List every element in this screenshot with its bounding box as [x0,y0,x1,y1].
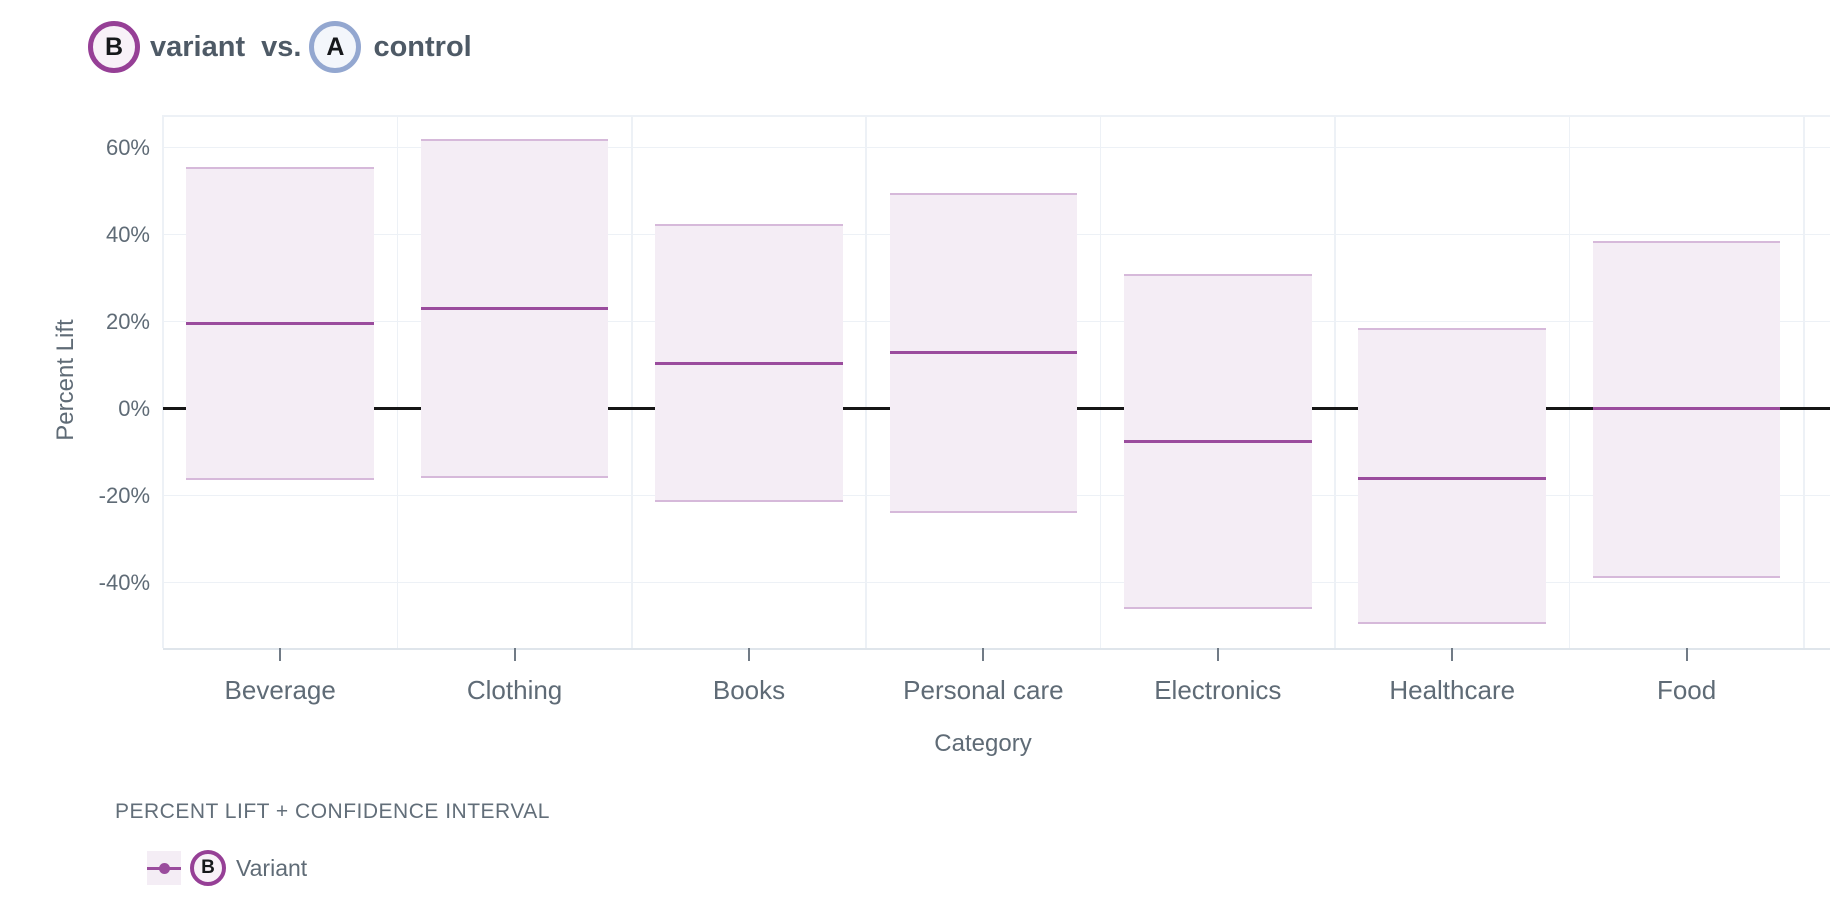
ci-bar-food[interactable] [1592,115,1781,648]
legend-title: PERCENT LIFT + CONFIDENCE INTERVAL [115,800,550,823]
variant-label: variant [150,30,246,63]
ci-bar-beverage[interactable] [186,115,374,648]
y-tick-label: 60% [105,134,150,160]
ci-bar-electronics[interactable] [1124,115,1312,648]
ci-bar-books[interactable] [655,115,843,648]
lift-value-line [420,307,609,311]
variant-b-badge-icon: B [190,850,226,886]
y-gridline [163,581,1830,584]
control-a-badge-icon: A [309,21,362,73]
x-tick-mark [1216,648,1219,661]
confidence-interval-band [1358,328,1546,625]
lift-value-line [186,322,374,326]
lift-value-line [1358,476,1546,480]
x-gridline [1099,115,1102,648]
x-gridline [1334,115,1336,648]
x-gridline [1568,115,1571,648]
legend-item-variant[interactable]: B Variant [147,848,307,888]
x-gridline [396,115,399,648]
y-gridline [163,146,1830,149]
lift-value-line [1124,439,1312,443]
x-tick-mark [513,648,516,661]
x-category-label: Personal care [903,675,1064,705]
plot-area [162,115,1830,648]
ci-bar-personal-care[interactable] [889,115,1078,648]
x-tick-mark [982,648,985,661]
control-label: control [373,30,472,63]
lift-value-line [1592,407,1781,411]
ci-bar-clothing[interactable] [420,115,609,648]
vs-label: vs. [261,30,302,63]
x-axis-title: Category [934,730,1032,757]
variant-b-badge-icon: B [88,21,140,73]
lift-dot-icon [158,862,170,874]
y-tick-label: -20% [98,482,150,508]
x-gridline [162,115,164,648]
lift-value-line [889,350,1078,354]
x-category-label: Food [1656,675,1717,705]
x-axis-line [163,648,1830,650]
y-tick-label: 20% [105,308,150,334]
y-tick-label: 0% [118,395,150,421]
plot-top-border [163,115,1830,117]
x-category-label: Books [712,675,786,705]
comparison-header: B variant vs. A control [88,20,472,74]
legend-item-label: Variant [236,854,308,881]
x-tick-mark [279,648,282,661]
x-category-label: Clothing [466,675,563,705]
y-axis-title: Percent Lift [52,319,79,441]
y-tick-label: 40% [105,221,150,247]
x-tick-mark [1685,648,1688,661]
ci-bar-healthcare[interactable] [1358,115,1546,648]
x-tick-mark [1451,648,1454,661]
x-gridline [1803,115,1805,648]
lift-value-line [655,361,843,365]
x-gridline [865,115,867,648]
y-tick-label: -40% [98,569,150,595]
x-category-label: Healthcare [1389,675,1516,705]
x-gridline [631,115,633,648]
x-category-label: Electronics [1154,675,1282,705]
x-tick-mark [748,648,750,661]
confidence-interval-icon [147,851,181,885]
x-category-label: Beverage [224,675,336,705]
